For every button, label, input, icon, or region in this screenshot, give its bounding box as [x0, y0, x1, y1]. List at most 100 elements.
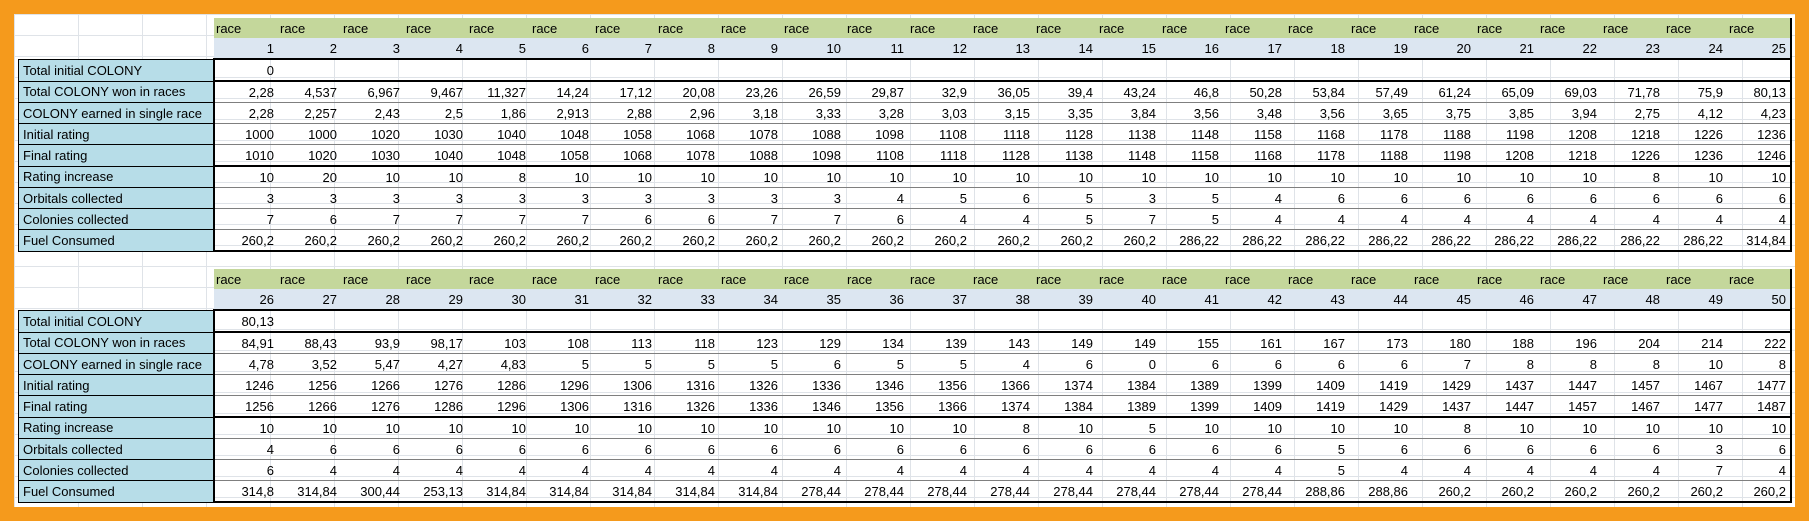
value-cell[interactable]: 7 — [782, 208, 845, 230]
row-label-cell[interactable]: Fuel Consumed — [18, 480, 215, 503]
race-header-cell[interactable]: race — [278, 18, 341, 38]
value-cell[interactable]: 173 — [1349, 332, 1412, 354]
value-cell[interactable]: 1384 — [1034, 395, 1097, 418]
race-header-cell[interactable]: race — [971, 269, 1034, 289]
value-cell[interactable]: 260,2 — [467, 229, 530, 252]
value-cell[interactable]: 1399 — [1160, 395, 1223, 418]
value-cell[interactable]: 1078 — [656, 144, 719, 167]
value-cell[interactable]: 1010 — [214, 144, 278, 167]
value-cell[interactable]: 29,87 — [845, 81, 908, 103]
value-cell[interactable]: 286,22 — [1664, 229, 1727, 252]
value-cell[interactable]: 314,84 — [593, 480, 656, 503]
value-cell[interactable]: 4,83 — [467, 353, 530, 375]
value-cell[interactable]: 1208 — [1475, 144, 1538, 167]
value-cell[interactable]: 3 — [782, 187, 845, 209]
value-cell[interactable]: 129 — [782, 332, 845, 354]
value-cell[interactable]: 10 — [656, 166, 719, 188]
value-cell[interactable]: 260,2 — [341, 229, 404, 252]
value-cell[interactable]: 50,28 — [1223, 81, 1286, 103]
value-cell[interactable]: 4 — [341, 459, 404, 481]
value-cell[interactable]: 46,8 — [1160, 81, 1223, 103]
row-label-cell[interactable]: Initial rating — [18, 123, 215, 145]
value-cell[interactable]: 6,967 — [341, 81, 404, 103]
value-cell[interactable]: 260,2 — [1475, 480, 1538, 503]
value-cell[interactable] — [1664, 310, 1727, 333]
value-cell[interactable]: 3 — [719, 187, 782, 209]
value-cell[interactable]: 1336 — [719, 395, 782, 418]
value-cell[interactable]: 167 — [1286, 332, 1349, 354]
race-header-cell[interactable]: race — [593, 269, 656, 289]
value-cell[interactable]: 4 — [971, 459, 1034, 481]
value-cell[interactable]: 1366 — [971, 374, 1034, 396]
value-cell[interactable]: 1276 — [341, 395, 404, 418]
value-cell[interactable]: 260,2 — [214, 229, 278, 252]
value-cell[interactable]: 4,27 — [404, 353, 467, 375]
value-cell[interactable]: 3 — [1664, 438, 1727, 460]
value-cell[interactable]: 1306 — [530, 395, 593, 418]
row-label-cell[interactable]: Total initial COLONY — [18, 309, 215, 333]
row-label-cell[interactable]: Colonies collected — [18, 459, 215, 481]
value-cell[interactable]: 108 — [530, 332, 593, 354]
race-number-cell[interactable]: 36 — [845, 289, 908, 311]
race-number-cell[interactable]: 27 — [278, 289, 341, 311]
value-cell[interactable]: 10 — [656, 417, 719, 439]
race-header-cell[interactable]: race — [971, 18, 1034, 38]
value-cell[interactable]: 7 — [1097, 208, 1160, 230]
value-cell[interactable]: 5 — [1286, 459, 1349, 481]
value-cell[interactable]: 10 — [1349, 166, 1412, 188]
value-cell[interactable]: 14,24 — [530, 81, 593, 103]
value-cell[interactable]: 6 — [656, 438, 719, 460]
value-cell[interactable]: 20 — [278, 166, 341, 188]
race-number-cell[interactable]: 13 — [971, 38, 1034, 60]
value-cell[interactable]: 5 — [593, 353, 656, 375]
value-cell[interactable]: 260,2 — [719, 229, 782, 252]
value-cell[interactable]: 1000 — [214, 123, 278, 145]
value-cell[interactable]: 143 — [971, 332, 1034, 354]
value-cell[interactable]: 1236 — [1664, 144, 1727, 167]
value-cell[interactable]: 4 — [1727, 459, 1792, 481]
value-cell[interactable]: 1148 — [1097, 144, 1160, 167]
value-cell[interactable]: 155 — [1160, 332, 1223, 354]
value-cell[interactable]: 6 — [1160, 438, 1223, 460]
value-cell[interactable]: 1118 — [908, 144, 971, 167]
row-label-cell[interactable]: Orbitals collected — [18, 438, 215, 460]
value-cell[interactable]: 3,56 — [1160, 102, 1223, 124]
row-label-cell[interactable]: COLONY earned in single race — [18, 353, 215, 375]
race-number-cell[interactable]: 26 — [214, 289, 278, 311]
value-cell[interactable]: 4 — [1160, 459, 1223, 481]
value-cell[interactable]: 5 — [656, 353, 719, 375]
value-cell[interactable]: 1356 — [908, 374, 971, 396]
value-cell[interactable]: 1246 — [214, 374, 278, 396]
value-cell[interactable]: 286,22 — [1160, 229, 1223, 252]
value-cell[interactable]: 6 — [1349, 187, 1412, 209]
value-cell[interactable] — [467, 59, 530, 82]
value-cell[interactable]: 1068 — [593, 144, 656, 167]
race-header-cell[interactable]: race — [341, 269, 404, 289]
value-cell[interactable]: 4 — [719, 459, 782, 481]
race-header-cell[interactable]: race — [1412, 269, 1475, 289]
value-cell[interactable]: 7 — [214, 208, 278, 230]
value-cell[interactable]: 1208 — [1538, 123, 1601, 145]
race-number-cell[interactable]: 37 — [908, 289, 971, 311]
race-header-cell[interactable]: race — [1727, 269, 1792, 289]
value-cell[interactable] — [341, 59, 404, 82]
value-cell[interactable]: 4 — [1034, 459, 1097, 481]
value-cell[interactable]: 6 — [1286, 353, 1349, 375]
value-cell[interactable]: 80,13 — [1727, 81, 1792, 103]
value-cell[interactable]: 10 — [1664, 166, 1727, 188]
value-cell[interactable]: 4 — [1664, 208, 1727, 230]
value-cell[interactable]: 3 — [278, 187, 341, 209]
value-cell[interactable]: 314,84 — [656, 480, 719, 503]
value-cell[interactable]: 1030 — [341, 144, 404, 167]
race-number-cell[interactable]: 34 — [719, 289, 782, 311]
race-header-cell[interactable]: race — [1412, 18, 1475, 38]
race-number-cell[interactable]: 31 — [530, 289, 593, 311]
value-cell[interactable]: 6 — [1349, 353, 1412, 375]
race-header-cell[interactable]: race — [467, 269, 530, 289]
value-cell[interactable]: 10 — [1727, 417, 1792, 439]
value-cell[interactable]: 1346 — [845, 374, 908, 396]
value-cell[interactable]: 88,43 — [278, 332, 341, 354]
empty-cell[interactable] — [19, 289, 215, 310]
value-cell[interactable]: 84,91 — [214, 332, 278, 354]
value-cell[interactable]: 6 — [656, 208, 719, 230]
